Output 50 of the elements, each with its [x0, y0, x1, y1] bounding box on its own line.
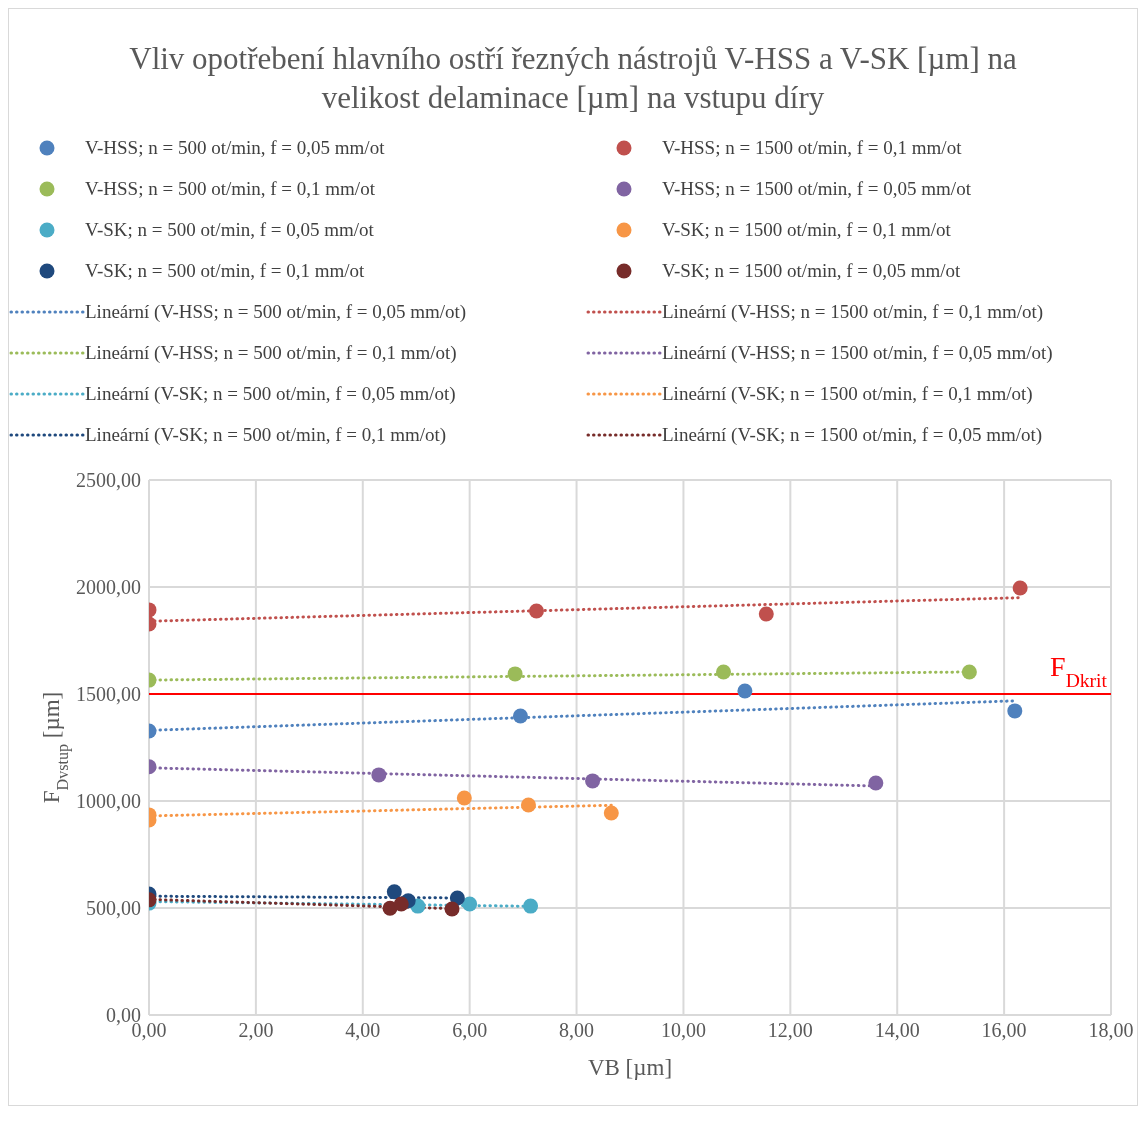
point [758, 606, 774, 622]
legend-label: V-SK; n = 1500 ot/min, f = 0,1 mm/ot [662, 218, 951, 241]
x-tick-label: 4,00 [345, 1019, 381, 1042]
y-tick-label: 500,00 [86, 897, 141, 920]
legend-label: Lineární (V-SK; n = 500 ot/min, f = 0,1 mm/ot) [85, 423, 447, 446]
x-tick-label: 10,00 [660, 1019, 706, 1042]
x-tick-label: 18,00 [1088, 1019, 1134, 1042]
legend-label: V-SK; n = 500 ot/min, f = 0,1 mm/ot [85, 259, 365, 282]
point [603, 805, 619, 821]
legend-label: Lineární (V-HSS; n = 1500 ot/min, f = 0,1 mm/ot) [662, 300, 1044, 323]
legend-label: V-HSS; n = 500 ot/min, f = 0,05 mm/ot [85, 136, 385, 159]
chart-title: Vliv opotřebení hlavního ostří řezných nástrojů V-HSS a V-SK [µm] na velikost delaminace [µm] na vstupu díry [128, 40, 1018, 117]
point [523, 898, 539, 914]
ref-line-label: F$_{Dkrit}$ [1050, 651, 1108, 691]
legend-label: V-HSS; n = 1500 ot/min, f = 0,05 mm/ot [662, 177, 971, 200]
point [507, 666, 523, 682]
legend-label: V-HSS; n = 1500 ot/min, f = 0,1 mm/ot [662, 136, 962, 159]
y-tick-label: 2000,00 [76, 576, 141, 599]
point [371, 767, 387, 783]
point [585, 773, 601, 789]
legend-label: Lineární (V-SK; n = 1500 ot/min, f = 0,1 mm/ot) [662, 382, 1033, 405]
point [520, 797, 536, 813]
point [716, 664, 732, 680]
point [444, 901, 460, 917]
legend-label: Lineární (V-HSS; n = 1500 ot/min, f = 0,05 mm/ot) [662, 341, 1053, 364]
x-tick-label: 2,00 [238, 1019, 274, 1042]
point [393, 896, 409, 912]
x-tick-label: 14,00 [874, 1019, 920, 1042]
legend-label: Lineární (V-SK; n = 1500 ot/min, f = 0,05 mm/ot) [662, 423, 1043, 446]
point [386, 884, 402, 900]
x-tick-label: 16,00 [981, 1019, 1027, 1042]
x-axis-title: VB [µm] [587, 1055, 673, 1080]
legend-label: V-HSS; n = 500 ot/min, f = 0,1 mm/ot [85, 177, 375, 200]
legend-label: Lineární (V-SK; n = 500 ot/min, f = 0,05 mm/ot) [85, 382, 456, 405]
y-tick-label: 1500,00 [76, 683, 141, 706]
point [512, 708, 528, 724]
x-tick-label: 8,00 [559, 1019, 595, 1042]
y-tick-label: 2500,00 [76, 469, 141, 492]
point [462, 896, 478, 912]
legend-label: V-SK; n = 1500 ot/min, f = 0,05 mm/ot [662, 259, 961, 282]
x-tick-label: 6,00 [452, 1019, 488, 1042]
legend-label: Lineární (V-HSS; n = 500 ot/min, f = 0,1 mm/ot) [85, 341, 457, 364]
y-tick-label: 1000,00 [76, 790, 141, 813]
point [449, 890, 465, 906]
x-tick-label: 12,00 [767, 1019, 813, 1042]
legend-label: Lineární (V-HSS; n = 500 ot/min, f = 0,05 mm/ot) [85, 300, 467, 323]
point [528, 603, 544, 619]
legend-label: V-SK; n = 500 ot/min, f = 0,05 mm/ot [85, 218, 374, 241]
point [456, 790, 472, 806]
point [737, 683, 753, 699]
